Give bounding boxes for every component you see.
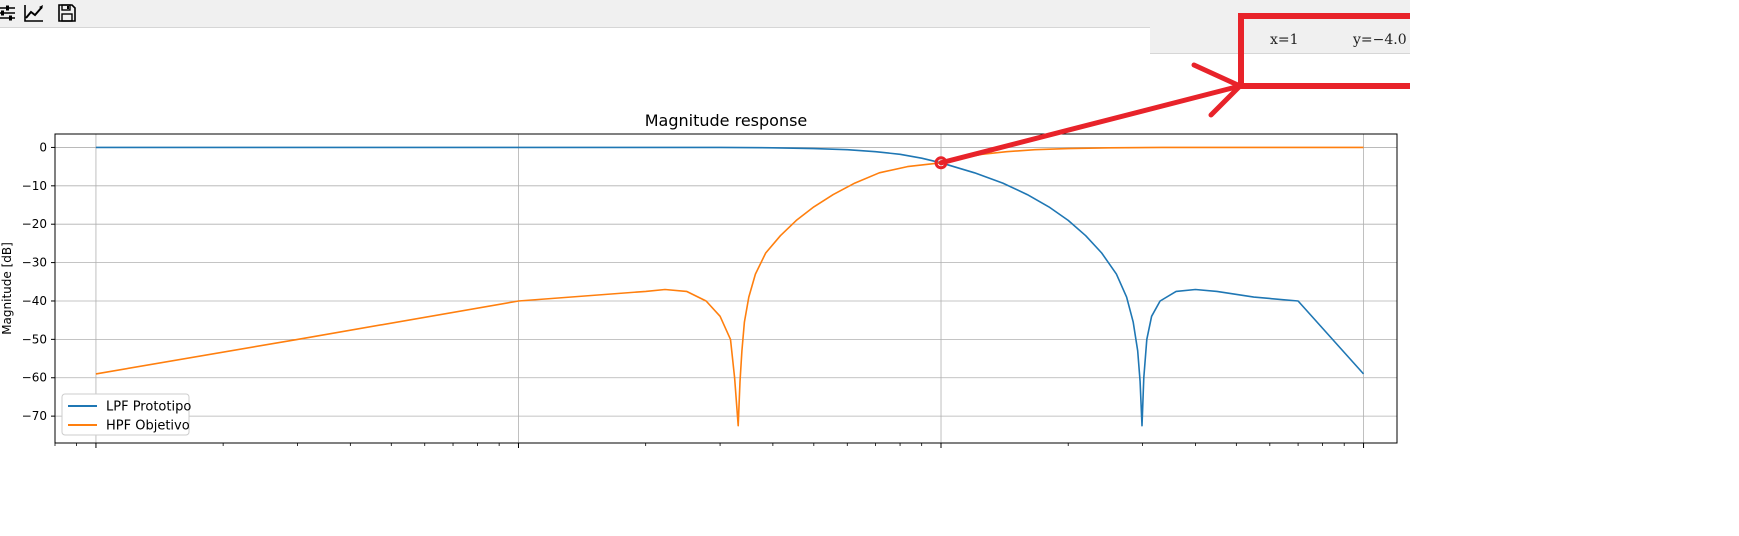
- y-tick-label: −30: [22, 256, 47, 270]
- edit-axis-button[interactable]: [22, 1, 46, 25]
- sliders-icon: [0, 5, 15, 21]
- legend-entry-lpf: LPF Prototipo: [106, 400, 191, 415]
- series-line-lpf: [95, 146, 1365, 427]
- y-axis-label: Magnitude [dB]: [0, 242, 14, 335]
- y-tick-label: −20: [22, 217, 47, 231]
- save-icon: [58, 4, 76, 22]
- annotation-arrow: [938, 83, 1243, 166]
- series-lines: [95, 146, 1365, 427]
- series-line-hpf: [95, 146, 1364, 427]
- y-tick-label: −70: [22, 409, 47, 423]
- coordinate-y-label: y=−4.0: [1353, 32, 1407, 48]
- annotation-arrowhead: [1191, 62, 1243, 118]
- annotation-highlight-box: [1238, 13, 1410, 89]
- axes-frame: [54, 133, 1398, 444]
- y-tick-label: −40: [22, 294, 47, 308]
- legend-entry-hpf: HPF Objetivo: [106, 419, 190, 434]
- coordinate-x-label: x=1: [1270, 32, 1299, 48]
- configure-subplots-button[interactable]: [0, 1, 20, 25]
- coordinates-readout: x=1 y=−4.0: [1150, 27, 1410, 54]
- y-tick-label: −60: [22, 371, 47, 385]
- save-figure-button[interactable]: [55, 1, 79, 25]
- chart-line-icon: [24, 5, 43, 22]
- y-tick-label: 0: [39, 140, 47, 154]
- toolbar: [0, 0, 1410, 28]
- legend: LPF Prototipo HPF Objetivo: [61, 393, 191, 436]
- axis-ticks: 0 −10 −20 −30 −40 −50 −60 −70: [22, 140, 1365, 448]
- y-tick-label: −10: [22, 179, 47, 193]
- chart-title: Magnitude response: [645, 111, 808, 130]
- y-tick-label: −50: [22, 332, 47, 346]
